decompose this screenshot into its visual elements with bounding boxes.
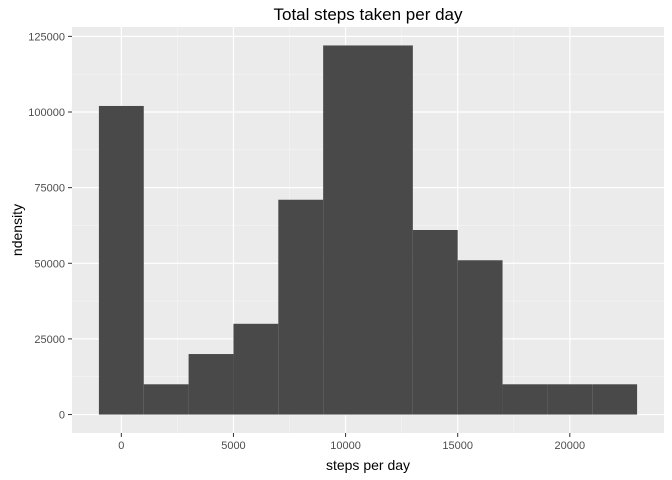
histogram-bar: [233, 323, 279, 415]
y-tick-label: 75000: [34, 183, 65, 195]
histogram-bar: [323, 45, 368, 415]
x-axis-ticks: 0 5000 10000 15000 20000: [118, 433, 585, 452]
histogram-bar: [592, 384, 638, 415]
y-tick-label: 50000: [34, 258, 65, 270]
histogram-bar: [143, 384, 189, 415]
y-tick-label: 125000: [28, 31, 65, 43]
histogram-bar: [98, 105, 144, 415]
histogram-bar: [278, 199, 324, 415]
x-tick-label: 0: [118, 440, 124, 452]
y-tick-label: 25000: [34, 334, 65, 346]
x-tick-label: 20000: [555, 440, 586, 452]
y-tick-label: 100000: [28, 107, 65, 119]
histogram-bar: [502, 384, 548, 415]
histogram-bar: [457, 260, 503, 415]
histogram-bar: [368, 45, 413, 415]
histogram-bar: [547, 384, 593, 415]
y-tick-label: 0: [59, 410, 65, 422]
chart-title: Total steps taken per day: [273, 5, 463, 24]
y-axis-ticks: 0 25000 50000 75000 100000 125000: [28, 31, 72, 422]
x-axis-title: steps per day: [326, 457, 410, 473]
x-tick-label: 15000: [442, 440, 473, 452]
y-axis-title: ndensity: [9, 204, 25, 256]
x-tick-label: 5000: [221, 440, 245, 452]
histogram-bar: [412, 230, 458, 415]
x-tick-label: 10000: [330, 440, 361, 452]
histogram-bars: [98, 45, 638, 415]
histogram-bar: [188, 354, 234, 415]
